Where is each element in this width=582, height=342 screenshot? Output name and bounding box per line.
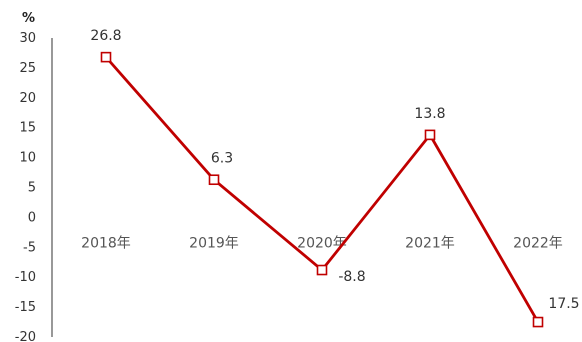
data-label: 6.3 [211, 151, 233, 167]
data-point-marker [316, 264, 328, 276]
y-tick-label: 25 [19, 61, 36, 76]
y-tick-label: 10 [19, 151, 36, 166]
x-category-label: 2020年 [297, 235, 347, 251]
data-label: 17.5 [548, 296, 579, 312]
y-tick-label: -5 [23, 240, 36, 255]
data-point-marker [424, 129, 436, 141]
x-category-label: 2022年 [513, 235, 563, 251]
y-tick-label: 30 [19, 31, 36, 46]
y-tick-label: -15 [15, 300, 36, 315]
y-tick-label: 5 [28, 181, 36, 196]
data-label: 13.8 [414, 106, 445, 122]
data-point-marker [208, 174, 220, 186]
data-labels: 26.8 6.3 -8.8 13.8 17.5 [90, 28, 579, 312]
y-tick-label: -10 [15, 270, 36, 285]
data-markers [100, 51, 544, 328]
y-tick-label: 20 [19, 91, 36, 106]
y-tick-label: -20 [15, 330, 36, 342]
x-category-label: 2019年 [189, 235, 239, 251]
data-label: -8.8 [338, 269, 365, 285]
data-point-marker [100, 51, 112, 63]
y-tick-label: 0 [28, 210, 36, 225]
y-axis-unit-label: % [22, 11, 35, 26]
series-line [104, 56, 540, 323]
x-category-label: 2021年 [405, 235, 455, 251]
data-point-marker [532, 316, 544, 328]
x-axis-categories: 2018年 2019年 2020年 2021年 2022年 [81, 235, 563, 251]
x-category-label: 2018年 [81, 235, 131, 251]
y-tick-label: 15 [19, 121, 36, 136]
data-label: 26.8 [90, 28, 121, 44]
y-axis-ticks: 30 25 20 15 10 5 0 -5 -10 -15 -20 [15, 31, 36, 342]
